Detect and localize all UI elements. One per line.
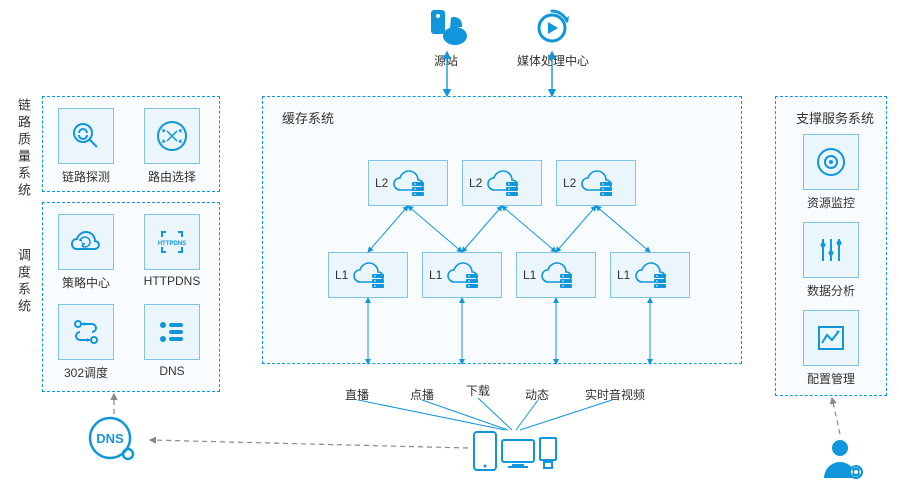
l2-label: L2: [563, 176, 576, 190]
l1-label: L1: [523, 268, 536, 282]
l1-label: L1: [429, 268, 442, 282]
media-center-icon: [530, 8, 574, 48]
l2-node: L2: [462, 160, 542, 206]
link-detect-label: 链路探测: [51, 168, 121, 185]
client-devices-icon: [472, 430, 562, 479]
data-analysis-icon: [803, 222, 859, 278]
cache-system-box: [262, 96, 742, 364]
route-select-icon: [144, 108, 200, 164]
l1-node: L1: [610, 252, 690, 298]
policy-center-label: 策略中心: [51, 274, 121, 291]
origin-label: 源站: [418, 52, 474, 69]
dns-bubble-icon: DNS: [86, 414, 142, 467]
httpdns-label: HTTPDNS: [137, 274, 207, 288]
l1-label: L1: [617, 268, 630, 282]
label-live: 直播: [345, 386, 369, 403]
label-rtc: 实时音视频: [585, 386, 645, 403]
l2-node: L2: [556, 160, 636, 206]
admin-user-icon: [820, 436, 866, 485]
config-mgmt-icon: [803, 310, 859, 366]
l2-label: L2: [469, 176, 482, 190]
l1-node: L1: [328, 252, 408, 298]
label-dynamic: 动态: [525, 386, 549, 403]
dns-label: DNS: [137, 364, 207, 378]
cache-system-title: 缓存系统: [282, 108, 334, 127]
l2-label: L2: [375, 176, 388, 190]
redirect-302-icon: [58, 304, 114, 360]
media-center-label: 媒体处理中心: [510, 52, 596, 69]
support-system-title: 支撑服务系统: [790, 108, 880, 127]
l1-node: L1: [516, 252, 596, 298]
data-analysis-label: 数据分析: [796, 282, 866, 299]
svg-text:HTTPDNS: HTTPDNS: [158, 241, 186, 247]
redirect-302-label: 302调度: [51, 364, 121, 381]
dispatch-title: 调度系统: [14, 248, 33, 316]
origin-icon: [425, 8, 469, 48]
label-download: 下载: [466, 382, 490, 399]
config-mgmt-label: 配置管理: [796, 370, 866, 387]
dns-bubble-text: DNS: [96, 431, 124, 446]
l1-label: L1: [335, 268, 348, 282]
httpdns-icon: HTTPDNS: [144, 214, 200, 270]
dns-icon: [144, 304, 200, 360]
resource-monitor-icon: [803, 134, 859, 190]
link-quality-title: 链路质量系统: [14, 98, 33, 200]
route-select-label: 路由选择: [137, 168, 207, 185]
resource-monitor-label: 资源监控: [796, 194, 866, 211]
link-detect-icon: [58, 108, 114, 164]
l2-node: L2: [368, 160, 448, 206]
label-vod: 点播: [410, 386, 434, 403]
policy-center-icon: [58, 214, 114, 270]
l1-node: L1: [422, 252, 502, 298]
